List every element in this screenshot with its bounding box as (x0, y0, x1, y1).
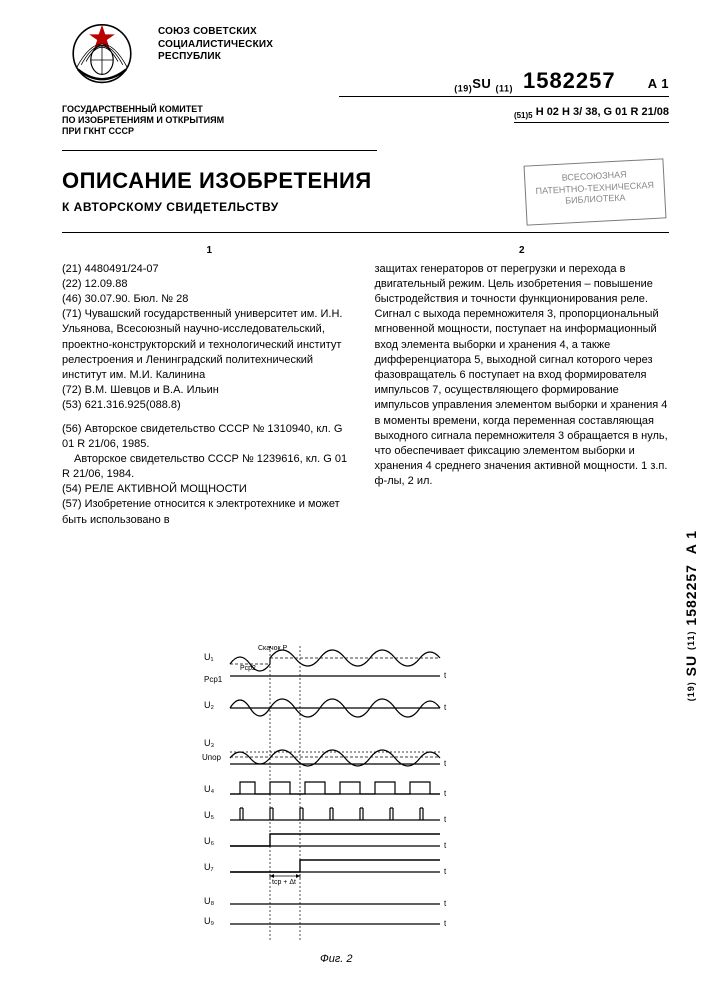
svg-text:U₃: U₃ (204, 738, 214, 748)
svg-text:t: t (444, 919, 447, 928)
svg-text:U₄: U₄ (204, 784, 214, 794)
column-1: 1 (21) 4480491/24-07 (22) 12.09.88 (46) … (62, 244, 357, 528)
library-stamp: ВСЕСОЮЗНАЯ ПАТЕНТНО-ТЕХНИЧЕСКАЯ БИБЛИОТЕ… (524, 158, 667, 225)
svg-text:U₅: U₅ (204, 810, 214, 820)
committee-name: ГОСУДАРСТВЕННЫЙ КОМИТЕТ ПО ИЗОБРЕТЕНИЯМ … (62, 104, 224, 136)
ipc-classification: (51)5 H 02 H 3/ 38, G 01 R 21/08 (514, 106, 669, 123)
svg-text:U₇: U₇ (204, 862, 214, 872)
column-2: 2 защитах генераторов от перегрузки и пе… (375, 244, 670, 528)
document-codes: (19)SU (11)1582257 A 1 (339, 68, 669, 97)
title-block: ОПИСАНИЕ ИЗОБРЕТЕНИЯ К АВТОРСКОМУ СВИДЕТ… (62, 168, 372, 214)
svg-text:Uпор: Uпор (202, 753, 222, 762)
figure-2: U₁ Скачок P Pср2 t Pср1 U₂ t U₃ (200, 640, 460, 970)
svg-text:t: t (444, 703, 447, 712)
svg-text:Скачок P: Скачок P (258, 645, 288, 652)
svg-text:U₉: U₉ (204, 916, 214, 926)
svg-text:t: t (444, 841, 447, 850)
divider (62, 232, 669, 233)
main-title: ОПИСАНИЕ ИЗОБРЕТЕНИЯ (62, 168, 372, 194)
sub-title: К АВТОРСКОМУ СВИДЕТЕЛЬСТВУ (62, 200, 372, 214)
svg-text:t: t (444, 815, 447, 824)
svg-text:Pср1: Pср1 (204, 675, 223, 684)
divider (62, 150, 377, 151)
svg-text:t: t (444, 899, 447, 908)
state-emblem (62, 12, 142, 92)
svg-text:t: t (444, 789, 447, 798)
union-title: СОЮЗ СОВЕТСКИХ СОЦИАЛИСТИЧЕСКИХ РЕСПУБЛИ… (158, 26, 273, 64)
svg-text:U₈: U₈ (204, 896, 214, 906)
svg-text:tср + Δt: tср + Δt (272, 879, 296, 886)
svg-text:Фиг. 2: Фиг. 2 (320, 953, 353, 965)
svg-text:U₁: U₁ (204, 652, 214, 662)
svg-text:t: t (444, 759, 447, 768)
svg-text:t: t (444, 671, 447, 680)
svg-text:t: t (444, 867, 447, 876)
svg-text:U₆: U₆ (204, 836, 214, 846)
side-document-code: (19) SU (11) 1582257 A 1 (683, 530, 699, 701)
svg-text:U₂: U₂ (204, 700, 214, 710)
